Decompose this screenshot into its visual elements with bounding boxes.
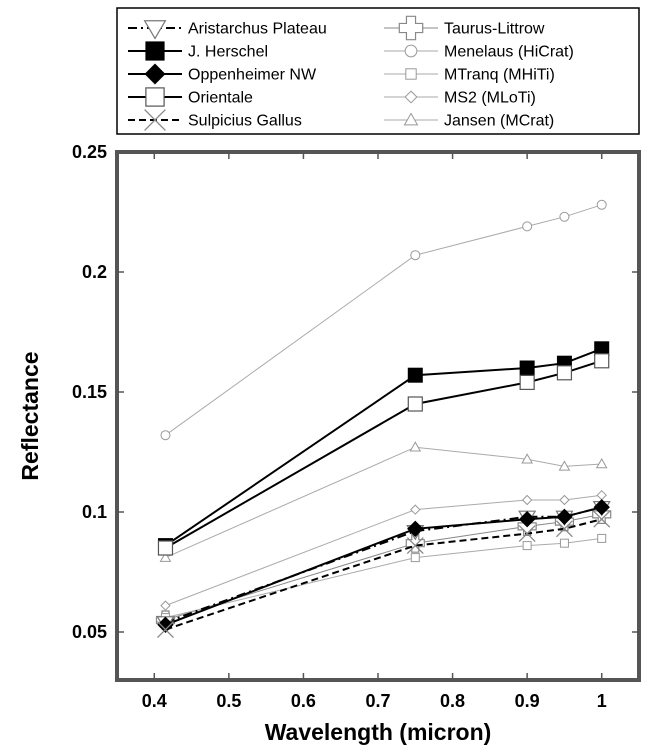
legend-label: Taurus-Littrow [444,21,545,38]
data-point-menelaus-hicrat [411,251,420,260]
data-point-orientale [158,541,172,555]
y-tick-label: 0.15 [72,382,107,402]
data-point-menelaus-hicrat [161,431,170,440]
x-tick-label: 0.9 [515,691,540,711]
data-point-menelaus-hicrat [560,212,569,221]
legend-label: Orientale [188,90,253,107]
legend-marker [146,88,164,106]
y-tick-label: 0.2 [82,262,107,282]
data-point-orientale [520,375,534,389]
legend-label: Sulpicius Gallus [188,113,302,130]
data-point-menelaus-hicrat [523,222,532,231]
data-point-j-herschel [520,361,534,375]
legend-item-j-herschel: J. Herschel [128,42,268,61]
plot-frame [117,152,639,680]
x-tick-label: 1 [597,691,607,711]
legend-label: MS2 (MLoTi) [444,90,536,107]
legend-label: J. Herschel [188,44,268,61]
legend-label: Oppenheimer NW [188,67,317,84]
legend-marker [146,42,164,60]
y-axis-title: Reflectance [17,351,43,480]
legend-label: MTranq (MHiTi) [444,67,555,84]
x-tick-label: 0.5 [216,691,241,711]
data-point-mtranq-mhiti [560,539,568,547]
data-point-orientale [408,397,422,411]
x-tick-label: 0.8 [440,691,465,711]
legend-item-taurus-littrow: Taurus-Littrow [384,16,545,39]
legend-item-oppenheimer-nw: Oppenheimer NW [128,64,317,84]
x-tick-label: 0.7 [365,691,390,711]
legend-label: Jansen (MCrat) [444,113,554,130]
y-tick-label: 0.25 [72,142,107,162]
legend-label: Aristarchus Plateau [188,21,327,38]
y-tick-label: 0.1 [82,502,107,522]
data-point-mtranq-mhiti [411,554,419,562]
data-point-menelaus-hicrat [597,200,606,209]
x-tick-label: 0.6 [291,691,316,711]
legend-marker [405,45,417,57]
data-point-j-herschel [408,368,422,382]
x-axis-title: Wavelength (micron) [265,719,492,745]
data-point-orientale [595,354,609,368]
legend-marker [406,69,416,79]
data-point-mtranq-mhiti [523,542,531,550]
x-tick-label: 0.4 [142,691,167,711]
data-point-mtranq-mhiti [598,534,606,542]
legend-item-orientale: Orientale [128,88,253,107]
legend-label: Menelaus (HiCrat) [444,44,574,61]
y-tick-label: 0.05 [72,622,107,642]
data-point-orientale [557,366,571,380]
